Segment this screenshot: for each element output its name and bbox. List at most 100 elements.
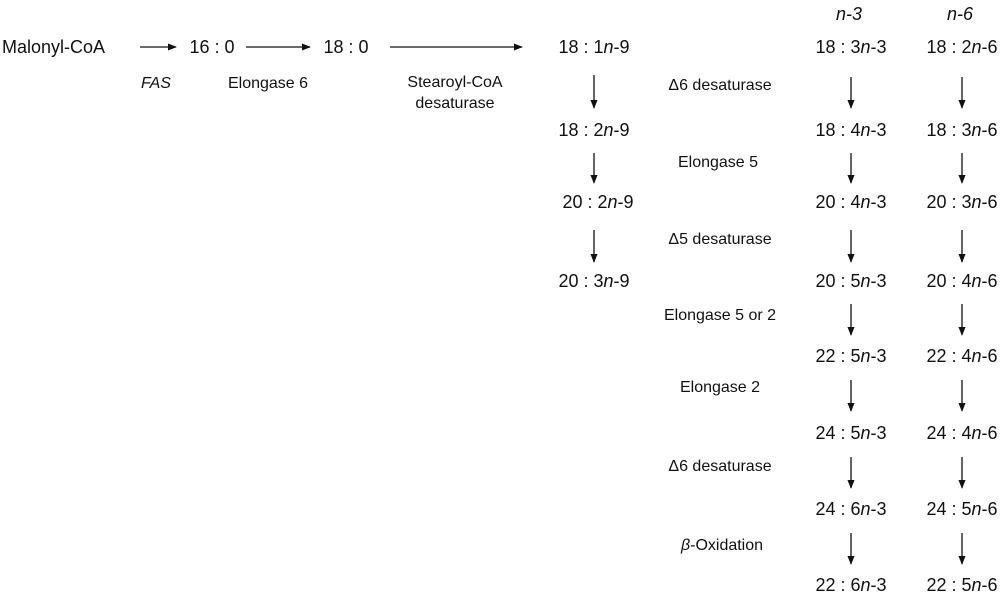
enzyme-7-text: -Oxidation bbox=[690, 537, 764, 554]
n3-compound-4-post: -3 bbox=[870, 271, 887, 291]
n6-compound-5: 22 : 4n-6 bbox=[926, 347, 997, 365]
n6-compound-2-post: -6 bbox=[981, 120, 998, 140]
enzyme-4-text: Elongase 5 or 2 bbox=[663, 307, 777, 324]
scd-line-1: Stearoyl-CoA bbox=[407, 74, 503, 91]
enzyme-1-text: 6 desaturase bbox=[679, 77, 772, 94]
enzyme-label-3: Δ5 desaturase bbox=[668, 232, 771, 248]
n6-compound-4: 20 : 4n-6 bbox=[926, 272, 997, 290]
n6-compound-7: 24 : 5n-6 bbox=[926, 500, 997, 518]
n6-compound-1-post: -6 bbox=[981, 37, 998, 57]
n9-compound-1: 18 : 1n-9 bbox=[558, 38, 629, 56]
scd-enzyme-label: Stearoyl-CoA desaturase bbox=[407, 72, 502, 114]
enzyme-6-text: 6 desaturase bbox=[679, 458, 772, 475]
n6-compound-1-n: n bbox=[971, 37, 982, 57]
n3-compound-5-post: -3 bbox=[870, 346, 887, 366]
n9-compound-4-pre: 20 : 3 bbox=[558, 271, 604, 291]
enzyme-2-text: Elongase 5 bbox=[677, 154, 759, 171]
n3-compound-1: 18 : 3n-3 bbox=[815, 38, 886, 56]
enzyme-label-1: Δ6 desaturase bbox=[668, 78, 771, 94]
n6-compound-5-pre: 22 : 4 bbox=[926, 346, 972, 366]
n6-compound-6: 24 : 4n-6 bbox=[926, 424, 997, 442]
n3-compound-2-post: -3 bbox=[870, 120, 887, 140]
n3-compound-7: 24 : 6n-3 bbox=[815, 500, 886, 518]
n3-compound-7-n: n bbox=[860, 499, 871, 519]
n6-compound-5-post: -6 bbox=[981, 346, 998, 366]
fas-enzyme-label: FAS bbox=[141, 75, 171, 92]
elongase-6-label: Elongase 6 bbox=[227, 75, 309, 92]
n3-compound-8-pre: 22 : 6 bbox=[815, 575, 861, 595]
n3-compound-1-n: n bbox=[860, 37, 871, 57]
enzyme-6-symbol: Δ bbox=[668, 458, 680, 475]
n6-compound-5-n: n bbox=[971, 346, 982, 366]
n6-compound-8-n: n bbox=[971, 575, 982, 595]
n3-compound-1-pre: 18 : 3 bbox=[815, 37, 861, 57]
enzyme-label-5: Elongase 2 bbox=[680, 380, 760, 396]
n6-compound-8-pre: 22 : 5 bbox=[926, 575, 972, 595]
n3-compound-7-post: -3 bbox=[870, 499, 887, 519]
n6-compound-2-n: n bbox=[971, 120, 982, 140]
n3-compound-5-n: n bbox=[860, 346, 871, 366]
n9-compound-1-post: -9 bbox=[613, 37, 630, 57]
enzyme-label-7: β-Oxidation bbox=[681, 538, 763, 554]
n6-compound-7-pre: 24 : 5 bbox=[926, 499, 972, 519]
n3-compound-5-pre: 22 : 5 bbox=[815, 346, 861, 366]
enzyme-3-symbol: Δ bbox=[668, 231, 680, 248]
n6-compound-1-pre: 18 : 2 bbox=[926, 37, 972, 57]
n9-compound-2-pre: 18 : 2 bbox=[558, 120, 604, 140]
palmitate-16-0-label: 16 : 0 bbox=[189, 37, 235, 57]
n6-compound-8: 22 : 5n-6 bbox=[926, 576, 997, 594]
n3-compound-1-post: -3 bbox=[870, 37, 887, 57]
enzyme-5-text: Elongase 2 bbox=[679, 379, 761, 396]
n9-compound-4: 20 : 3n-9 bbox=[558, 272, 629, 290]
n3-compound-6: 24 : 5n-3 bbox=[815, 424, 886, 442]
n3-compound-8: 22 : 6n-3 bbox=[815, 576, 886, 594]
n3-compound-6-post: -3 bbox=[870, 423, 887, 443]
n6-compound-3-pre: 20 : 3 bbox=[926, 192, 972, 212]
n3-compound-5: 22 : 5n-3 bbox=[815, 347, 886, 365]
n9-compound-3-n: n bbox=[607, 192, 618, 212]
n6-compound-6-n: n bbox=[971, 423, 982, 443]
scd-line-2: desaturase bbox=[415, 95, 495, 112]
n3-column-header: n-3 bbox=[835, 4, 863, 24]
n3-compound-4-n: n bbox=[860, 271, 871, 291]
n6-compound-2: 18 : 3n-6 bbox=[926, 121, 997, 139]
enzyme-1-symbol: Δ bbox=[668, 77, 680, 94]
n6-compound-1: 18 : 2n-6 bbox=[926, 38, 997, 56]
n3-compound-2: 18 : 4n-3 bbox=[815, 121, 886, 139]
n9-compound-2-n: n bbox=[603, 120, 614, 140]
n3-compound-2-n: n bbox=[860, 120, 871, 140]
n9-compound-4-n: n bbox=[603, 271, 614, 291]
n3-compound-3-n: n bbox=[860, 192, 871, 212]
n6-compound-2-pre: 18 : 3 bbox=[926, 120, 972, 140]
n6-compound-8-post: -6 bbox=[981, 575, 998, 595]
enzyme-label-4: Elongase 5 or 2 bbox=[664, 308, 776, 324]
n3-compound-8-post: -3 bbox=[870, 575, 887, 595]
n3-compound-6-n: n bbox=[860, 423, 871, 443]
enzyme-7-symbol: β bbox=[680, 537, 691, 554]
n3-compound-7-pre: 24 : 6 bbox=[815, 499, 861, 519]
n3-compound-6-pre: 24 : 5 bbox=[815, 423, 861, 443]
n9-compound-4-post: -9 bbox=[613, 271, 630, 291]
n6-compound-6-pre: 24 : 4 bbox=[926, 423, 972, 443]
n6-compound-4-post: -6 bbox=[981, 271, 998, 291]
stearate-18-0-label: 18 : 0 bbox=[323, 37, 369, 57]
enzyme-3-text: 5 desaturase bbox=[679, 231, 772, 248]
n9-compound-3: 20 : 2n-9 bbox=[562, 193, 633, 211]
n6-compound-6-post: -6 bbox=[981, 423, 998, 443]
n9-compound-3-post: -9 bbox=[617, 192, 634, 212]
n6-column-header: n-6 bbox=[946, 4, 974, 24]
n6-compound-7-post: -6 bbox=[981, 499, 998, 519]
n3-compound-2-pre: 18 : 4 bbox=[815, 120, 861, 140]
n3-compound-4-pre: 20 : 5 bbox=[815, 271, 861, 291]
n9-compound-1-pre: 18 : 1 bbox=[558, 37, 604, 57]
n3-compound-8-n: n bbox=[860, 575, 871, 595]
n9-compound-2-post: -9 bbox=[613, 120, 630, 140]
n6-compound-3-n: n bbox=[971, 192, 982, 212]
enzyme-label-2: Elongase 5 bbox=[678, 155, 758, 171]
n3-compound-3-pre: 20 : 4 bbox=[815, 192, 861, 212]
n6-compound-3-post: -6 bbox=[981, 192, 998, 212]
n6-compound-3: 20 : 3n-6 bbox=[926, 193, 997, 211]
n3-compound-3-post: -3 bbox=[870, 192, 887, 212]
n6-compound-7-n: n bbox=[971, 499, 982, 519]
